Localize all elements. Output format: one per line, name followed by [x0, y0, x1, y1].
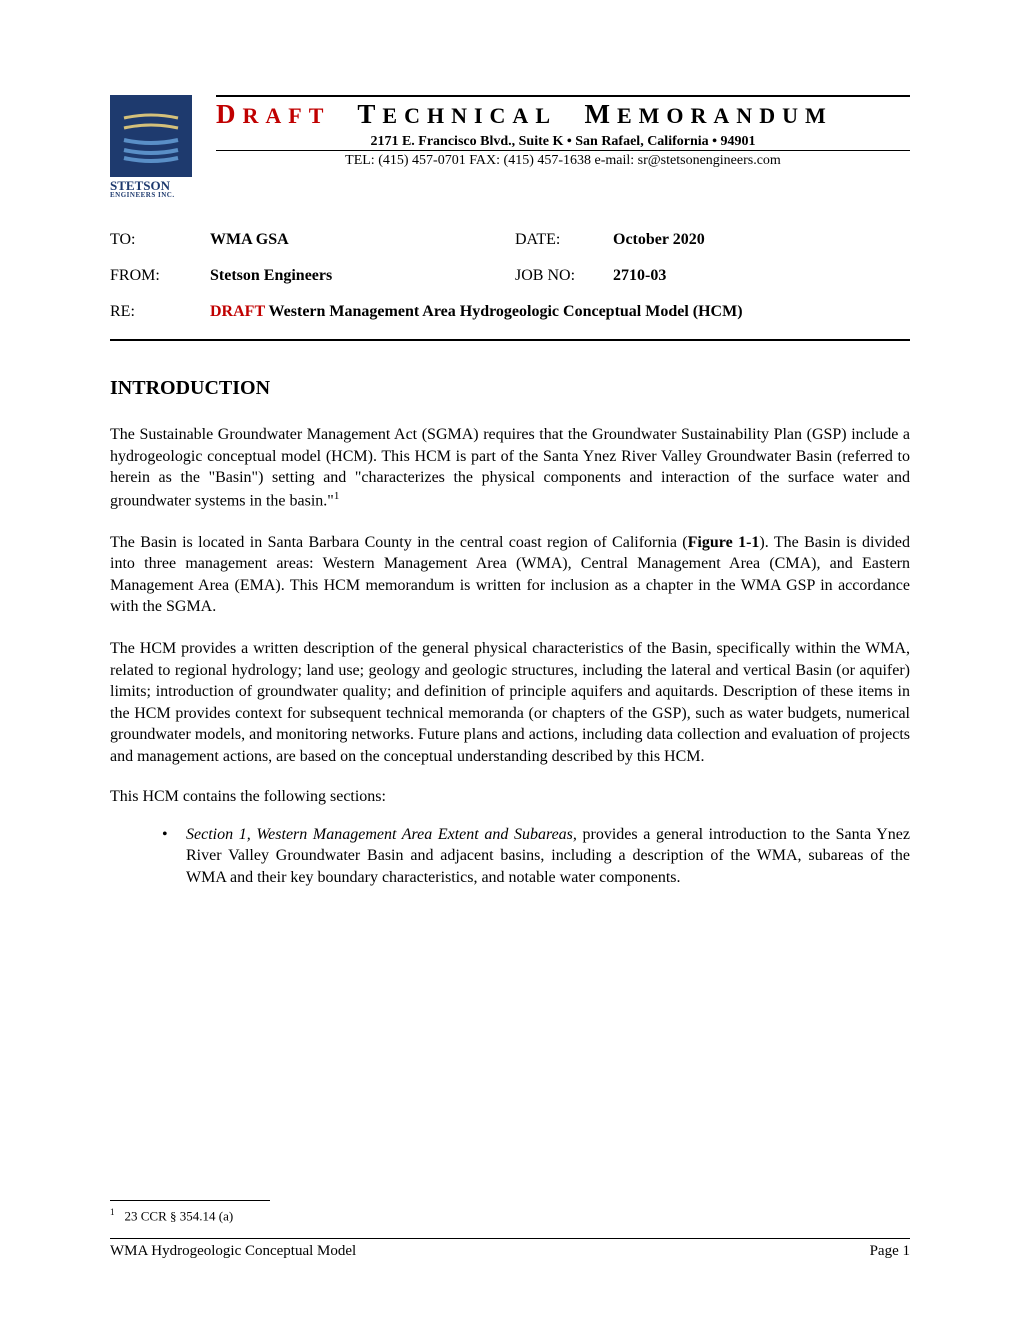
list-item: Section 1, Western Management Area Exten…	[162, 824, 910, 889]
title-tech-cap: T	[357, 99, 382, 129]
company-name-line2: ENGINEERS INC.	[110, 192, 200, 199]
re-value: DRAFT Western Management Area Hydrogeolo…	[210, 303, 910, 321]
footer-left: WMA Hydrogeologic Conceptual Model	[110, 1243, 356, 1260]
footnote-rule	[110, 1200, 270, 1201]
header-divider	[110, 339, 910, 341]
footnote-1: 1 23 CCR § 354.14 (a)	[110, 1207, 910, 1224]
to-value: WMA GSA	[210, 231, 507, 249]
company-name: STETSON ENGINEERS INC.	[110, 179, 200, 199]
p2-a: The Basin is located in Santa Barbara Co…	[110, 534, 688, 551]
sections-lead: This HCM contains the following sections…	[110, 788, 910, 806]
introduction-heading: INTRODUCTION	[110, 377, 910, 400]
p1-footnote-ref: 1	[334, 490, 340, 502]
to-label: TO:	[110, 231, 202, 249]
logo-column: STETSON ENGINEERS INC.	[110, 95, 200, 199]
footnote-number: 1	[110, 1207, 115, 1217]
page-footer-rule	[110, 1238, 910, 1239]
from-value: Stetson Engineers	[210, 267, 507, 285]
p2-figure-ref: Figure 1-1	[688, 534, 760, 551]
section-list: Section 1, Western Management Area Exten…	[110, 824, 910, 889]
title-memo-rest: EMORANDUM	[617, 103, 833, 128]
company-logo-icon	[110, 95, 192, 177]
re-row: RE: DRAFT Western Management Area Hydrog…	[110, 303, 910, 321]
letterhead: STETSON ENGINEERS INC. DRAFT TECHNICAL M…	[110, 95, 910, 199]
paragraph-2: The Basin is located in Santa Barbara Co…	[110, 532, 910, 618]
date-label: DATE:	[515, 231, 605, 249]
title-draft-cap: D	[216, 99, 243, 129]
from-label: FROM:	[110, 267, 202, 285]
title-memo-cap: M	[585, 99, 617, 129]
job-label: JOB NO:	[515, 267, 605, 285]
company-address: 2171 E. Francisco Blvd., Suite K • San R…	[216, 134, 910, 151]
letterhead-right: DRAFT TECHNICAL MEMORANDUM 2171 E. Franc…	[216, 95, 910, 199]
re-label: RE:	[110, 303, 202, 321]
page-container: STETSON ENGINEERS INC. DRAFT TECHNICAL M…	[0, 0, 1020, 1320]
paragraph-1: The Sustainable Groundwater Management A…	[110, 424, 910, 512]
title-tech-rest: ECHNICAL	[382, 103, 557, 128]
date-value: October 2020	[613, 231, 910, 249]
footer-area: 1 23 CCR § 354.14 (a) WMA Hydrogeologic C…	[110, 1200, 910, 1260]
footer-right: Page 1	[870, 1243, 910, 1260]
p1-text: The Sustainable Groundwater Management A…	[110, 426, 910, 509]
memo-title: DRAFT TECHNICAL MEMORANDUM	[216, 97, 910, 130]
bullet1-italic: Section 1, Western Management Area Exten…	[186, 826, 577, 843]
re-draft-text: DRAFT	[210, 303, 265, 320]
job-value: 2710-03	[613, 267, 910, 285]
page-footer: WMA Hydrogeologic Conceptual Model Page …	[110, 1243, 910, 1260]
re-rest-text: Western Management Area Hydrogeologic Co…	[265, 303, 743, 320]
paragraph-3: The HCM provides a written description o…	[110, 638, 910, 768]
memo-info-grid: TO: WMA GSA DATE: October 2020 FROM: Ste…	[110, 231, 910, 285]
company-contact: TEL: (415) 457-0701 FAX: (415) 457-1638 …	[216, 153, 910, 169]
title-draft-rest: RAFT	[243, 103, 331, 128]
footnote-text: 23 CCR § 354.14 (a)	[125, 1208, 234, 1223]
